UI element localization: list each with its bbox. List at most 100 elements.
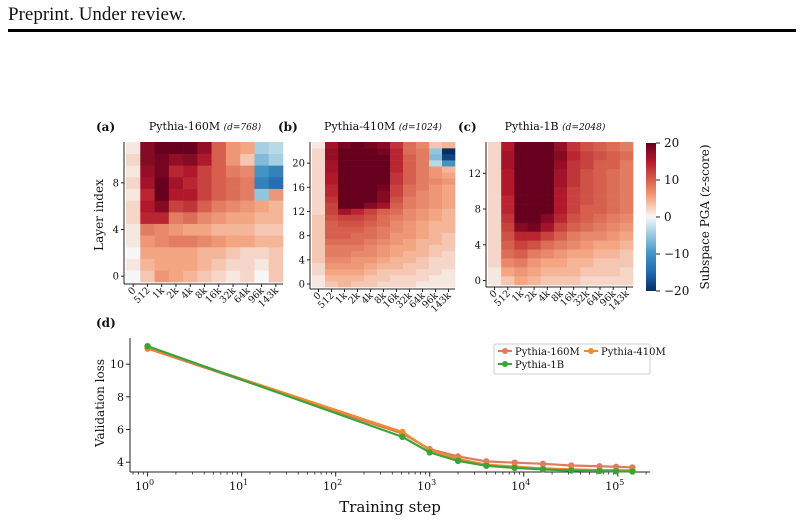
heatmap-cell [540, 276, 555, 286]
heatmap-cell [501, 231, 515, 241]
heatmap-cell [351, 142, 365, 149]
heatmap-cell [527, 195, 542, 205]
heatmap-cell [606, 213, 621, 223]
heatmap-cell [240, 235, 255, 248]
heatmap-cell [416, 184, 430, 191]
heatmap-cell [593, 186, 607, 196]
heatmap-cell [606, 231, 621, 241]
legend-swatch-marker [502, 361, 508, 367]
legend-box [493, 343, 651, 375]
heatmap-cell [254, 153, 270, 166]
heatmap-cell [488, 142, 502, 152]
heatmap-cell [183, 165, 198, 178]
heatmap-cell [527, 213, 542, 223]
heatmap-x-tick-label: 512 [132, 285, 153, 306]
heatmap-cell [312, 172, 326, 179]
heatmap-cell [606, 267, 621, 277]
colorbar: 20 10 0 −10 −20 Subspace PGA (z-score) [646, 136, 712, 298]
heatmap-cell [312, 166, 326, 173]
heatmap-cell [403, 196, 417, 203]
heatmap-cell [606, 168, 621, 179]
heatmap-cell [140, 188, 155, 201]
heatmap-cell [377, 148, 391, 155]
heatmap-cell [126, 142, 141, 154]
heatmap-y-tick-label: 4 [475, 240, 481, 251]
heatmap-y-label: Layer index [92, 179, 106, 251]
heatmap-cell [527, 168, 542, 179]
heatmap-cell [429, 268, 443, 276]
heatmap-cell [140, 212, 155, 224]
heatmap-cell [312, 244, 326, 252]
heatmap-cell [338, 244, 352, 252]
chart-y-tick-label: 4 [117, 456, 124, 469]
heatmap-cell [240, 165, 255, 178]
panel-tag: (c) [458, 120, 477, 134]
heatmap-cell [619, 231, 634, 241]
heatmap-cell [442, 184, 456, 191]
heatmap-cell [225, 153, 241, 166]
series-point [426, 449, 433, 456]
heatmap-cell [390, 250, 404, 258]
heatmap-cell [403, 256, 417, 264]
heatmap-cell [488, 222, 502, 232]
heatmap-cell [580, 267, 594, 277]
legend-label: Pythia-410M [601, 347, 666, 358]
heatmap-cell [488, 258, 502, 268]
heatmap-cell [429, 214, 443, 221]
heatmap-y-tick-label: 8 [475, 205, 481, 216]
heatmap-cell [351, 268, 365, 276]
heatmap-cell [580, 222, 594, 232]
heatmap-cell [211, 258, 227, 271]
heatmap-cell [527, 142, 542, 152]
heatmap-cell [183, 212, 198, 224]
heatmap-cell [429, 184, 443, 191]
heatmap-cell [442, 256, 456, 264]
heatmap-cell [377, 190, 391, 197]
heatmap-cell [168, 258, 184, 271]
heatmap-cell [183, 235, 198, 248]
heatmap-cell [351, 256, 365, 264]
heatmap-cell [325, 154, 339, 161]
heatmap-cell [403, 190, 417, 197]
series-point [483, 462, 490, 469]
heatmap-cell [351, 154, 365, 161]
heatmap-cell [527, 159, 542, 170]
heatmap-cell [540, 222, 555, 232]
heatmap-cell [377, 142, 391, 149]
heatmap-cell [619, 159, 634, 170]
chart-x-tick-label: 101 [229, 478, 248, 493]
heatmap-cell [527, 249, 542, 259]
heatmap-cell [168, 200, 184, 213]
heatmap-cell [197, 247, 212, 259]
heatmap-cell [593, 142, 607, 152]
heatmap-y-tick-label: 12 [292, 207, 305, 218]
heatmap-cell [619, 276, 634, 286]
heatmap-cell [351, 244, 365, 252]
series-point [399, 433, 406, 441]
colorbar-label: Subspace PGA (z-score) [698, 144, 712, 289]
heatmap-cell [168, 177, 184, 189]
heatmap-cell [553, 213, 568, 223]
heatmap-cell [364, 142, 378, 149]
heatmap-cell [403, 178, 417, 185]
heatmap-cell [514, 195, 528, 205]
heatmap-cell [351, 208, 365, 215]
heatmap-cell [197, 188, 212, 201]
heatmap-cell [211, 153, 227, 166]
heatmap-cell [567, 204, 581, 214]
heatmap-cell [606, 222, 621, 232]
heatmap-cell [197, 212, 212, 224]
heatmap-cell [351, 166, 365, 173]
heatmap-cell [488, 267, 502, 277]
heatmap-cell [312, 178, 326, 185]
heatmap-cell [312, 268, 326, 276]
heatmap-cell [553, 222, 568, 232]
heatmap-cell [403, 244, 417, 252]
heatmap-cell [403, 220, 417, 227]
heatmap-cell [140, 177, 155, 189]
heatmap-cell [140, 153, 155, 166]
colorbar-tick-label: 0 [664, 210, 672, 224]
heatmap-cell [364, 184, 378, 191]
heatmap-cell [140, 270, 155, 283]
heatmap-cell [442, 280, 456, 288]
